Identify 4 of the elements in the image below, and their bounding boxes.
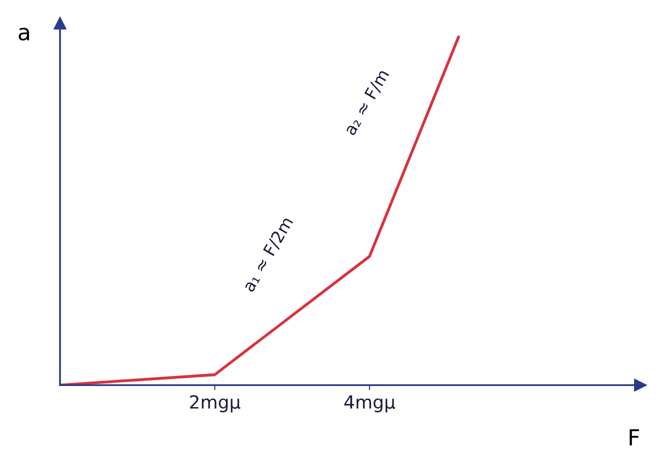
x-tick-label: 4mgμ xyxy=(344,395,396,412)
x-axis-title: F xyxy=(630,429,640,446)
y-axis-title: a xyxy=(18,28,29,41)
x-tick-label: 2mgμ xyxy=(190,395,240,412)
